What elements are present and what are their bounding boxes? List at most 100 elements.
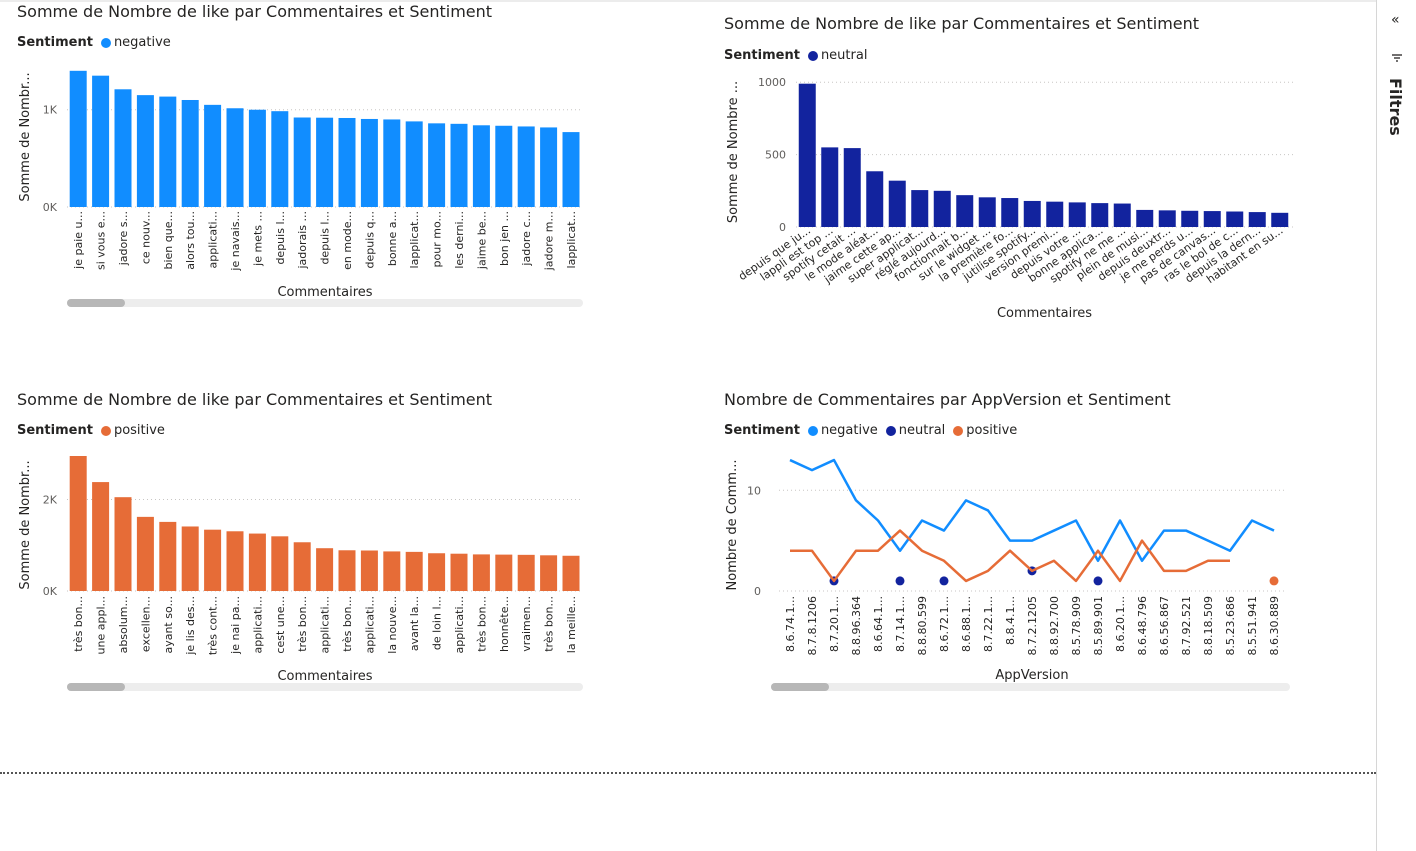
horizontal-scrollbar[interactable] xyxy=(67,683,583,691)
x-tick-label: 8.7.8.1206 xyxy=(806,596,819,655)
legend-item-neutral[interactable]: neutral xyxy=(885,423,945,438)
legend-item-positive[interactable]: positive xyxy=(953,423,1017,438)
bar xyxy=(562,555,580,591)
y-tick-label: 10 xyxy=(747,484,761,497)
x-tick-label: 8.8.80.599 xyxy=(916,596,929,655)
scrollbar-thumb[interactable] xyxy=(67,683,125,691)
x-tick-label: les derni... xyxy=(453,211,466,269)
legend-dot-icon xyxy=(100,37,111,48)
bar xyxy=(248,533,266,591)
chart-legend: Sentiment negative xyxy=(17,35,179,50)
x-tick-label: 8.5.89.901 xyxy=(1092,596,1105,655)
x-tick-label: applicati... xyxy=(319,596,332,653)
bar xyxy=(360,550,378,591)
bar xyxy=(562,132,580,207)
series-line-negative xyxy=(789,458,1275,563)
x-axis-title: Commentaires xyxy=(277,669,372,684)
legend-item-negative[interactable]: negative xyxy=(100,35,171,50)
y-tick-label: 1000 xyxy=(758,76,786,89)
x-tick-label: en mode... xyxy=(341,211,354,270)
legend-item-positive[interactable]: positive xyxy=(100,423,165,438)
y-tick-label: 0K xyxy=(43,585,58,598)
series-point-neutral xyxy=(1093,576,1103,586)
legend-item-neutral[interactable]: neutral xyxy=(807,48,867,63)
bar xyxy=(316,117,334,207)
scrollbar-thumb[interactable] xyxy=(67,299,125,307)
y-axis-title: Nombre de Comm... xyxy=(725,460,740,591)
legend-dot-icon xyxy=(100,425,111,436)
series-point-neutral xyxy=(895,576,905,586)
x-tick-label: je nai pa... xyxy=(229,596,242,655)
x-tick-label: 8.7.22.1... xyxy=(982,596,995,652)
x-tick-label: applicati... xyxy=(207,211,220,268)
bar xyxy=(866,171,884,227)
bar xyxy=(540,127,558,207)
filters-pane[interactable]: « Filtres xyxy=(1376,0,1416,851)
x-tick-label: bonne a... xyxy=(386,211,399,266)
legend-item-negative[interactable]: negative xyxy=(807,423,878,438)
chart-visual-neutral[interactable]: Somme de Nombre de like par Commentaires… xyxy=(724,2,1304,327)
chart-title: Somme de Nombre de like par Commentaires… xyxy=(724,14,1200,33)
bar xyxy=(1001,198,1019,227)
x-tick-label: 8.7.92.521 xyxy=(1180,596,1193,655)
x-tick-label: lapplicat... xyxy=(565,211,578,268)
bar xyxy=(204,104,222,207)
bar xyxy=(956,195,974,227)
x-tick-label: la nouve... xyxy=(386,596,399,654)
bar xyxy=(316,548,334,591)
bar xyxy=(159,521,177,591)
bar xyxy=(517,554,535,591)
bar xyxy=(114,497,132,591)
x-tick-label: très bon... xyxy=(72,596,85,652)
bar xyxy=(226,108,244,207)
x-tick-label: très bon... xyxy=(296,596,309,652)
bar xyxy=(181,526,199,591)
x-tick-label: 8.8.18.509 xyxy=(1202,596,1215,655)
x-tick-label: alors tou... xyxy=(184,211,197,270)
chart-legend: Sentiment positive xyxy=(17,423,173,438)
bar xyxy=(1136,209,1154,227)
x-tick-label: très bon... xyxy=(543,596,556,652)
bar xyxy=(293,117,311,207)
x-tick-label: bon jen ... xyxy=(498,211,511,266)
line-chart-appversion: 0 10 8.6.74.1... 8.7.8.1206 8.7.20.1... 8.8.9… xyxy=(725,458,1285,683)
bar xyxy=(1113,203,1131,227)
x-tick-label: très bon... xyxy=(475,596,488,652)
x-tick-label: 8.6.30.889 xyxy=(1268,596,1281,655)
bar xyxy=(1158,210,1176,227)
y-tick-label: 500 xyxy=(765,149,786,162)
chart-visual-positive[interactable]: Somme de Nombre de like par Commentaires… xyxy=(17,390,597,700)
x-tick-label: ce nouv... xyxy=(139,211,152,264)
x-tick-label: 8.6.88.1... xyxy=(960,596,973,652)
bar xyxy=(1248,212,1266,227)
y-axis-title: Somme de Nombr... xyxy=(18,72,33,201)
chart-visual-negative[interactable]: Somme de Nombre de like par Commentaires… xyxy=(17,2,597,312)
x-tick-label: une appl... xyxy=(95,596,108,654)
bar xyxy=(428,123,446,207)
x-tick-label: 8.6.74.1... xyxy=(784,596,797,652)
bar xyxy=(383,119,401,207)
horizontal-scrollbar[interactable] xyxy=(771,683,1290,691)
bar xyxy=(1271,212,1289,227)
bar xyxy=(204,529,222,591)
bar xyxy=(92,482,110,591)
double-chevron-right-icon[interactable]: « xyxy=(1391,12,1400,28)
chart-visual-appversion[interactable]: Nombre de Commentaires par AppVersion et… xyxy=(724,390,1304,700)
horizontal-scrollbar[interactable] xyxy=(67,299,583,307)
bar xyxy=(450,553,468,591)
bar xyxy=(69,70,87,207)
x-tick-label: lapplicat... xyxy=(408,211,421,268)
scrollbar-thumb[interactable] xyxy=(771,683,829,691)
page-bottom-divider xyxy=(0,772,1376,774)
chart-legend: Sentiment negative neutral positive xyxy=(724,423,1025,438)
x-tick-label: ayant so... xyxy=(162,596,175,654)
x-tick-label: la meille... xyxy=(565,596,578,653)
x-tick-label: 8.5.78.909 xyxy=(1070,596,1083,655)
bar xyxy=(226,531,244,591)
x-tick-label: applicati... xyxy=(363,596,376,653)
filters-label[interactable]: Filtres xyxy=(1386,78,1405,136)
bar xyxy=(517,126,535,207)
bar xyxy=(248,109,266,207)
bar xyxy=(136,95,154,207)
x-tick-label: 8.6.20.1... xyxy=(1114,596,1127,652)
